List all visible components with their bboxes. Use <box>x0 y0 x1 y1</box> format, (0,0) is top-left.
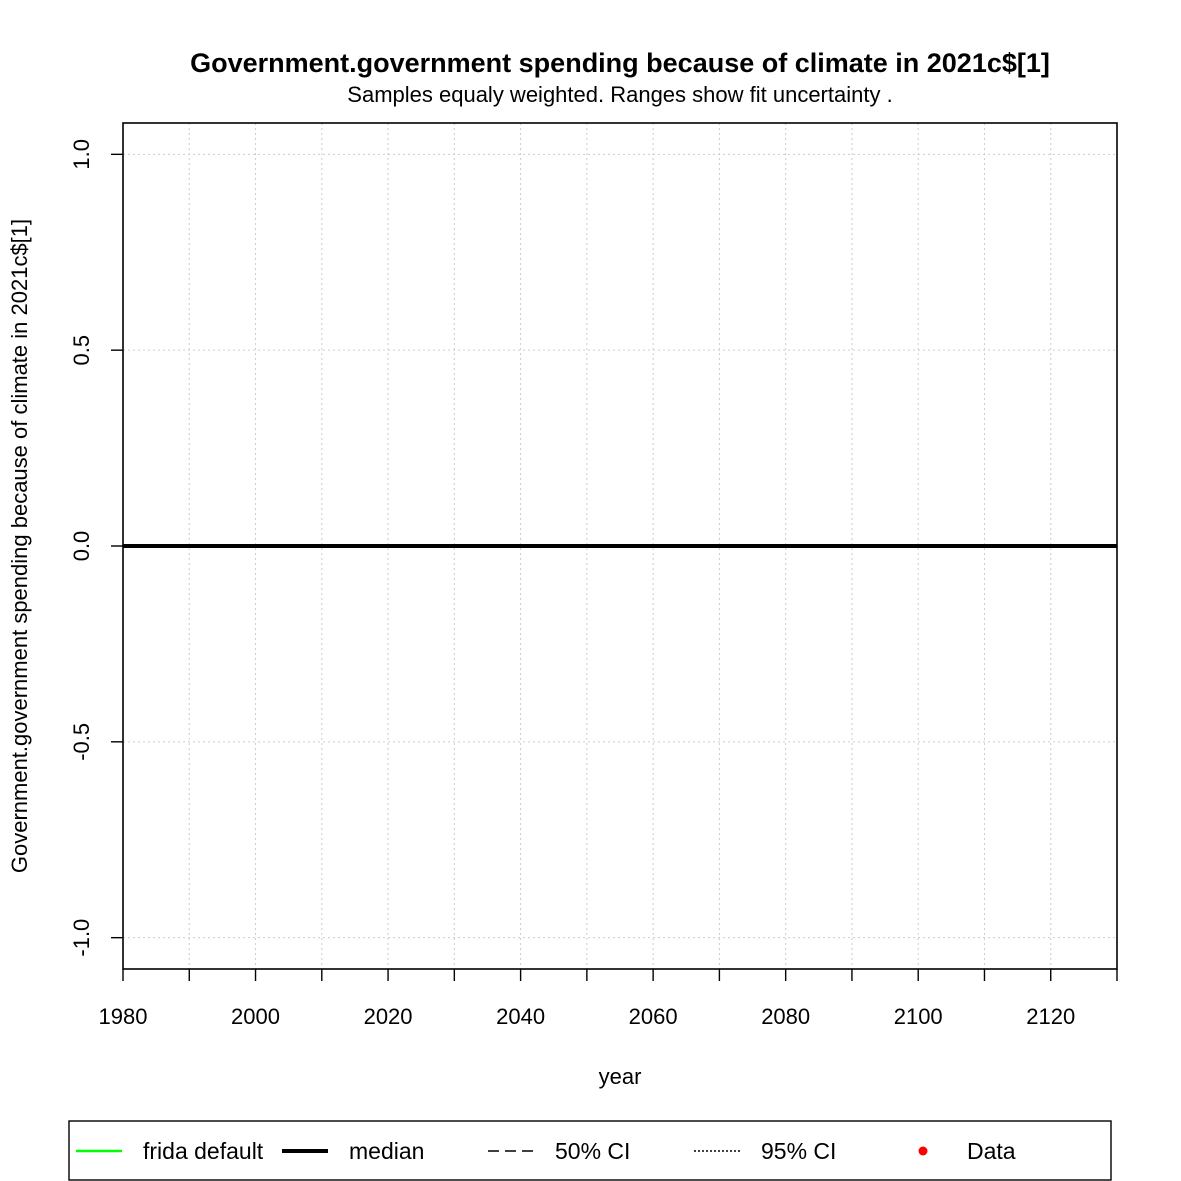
x-tick-label: 1980 <box>99 1004 148 1029</box>
legend-box <box>68 1120 1112 1181</box>
legend-label-50-ci: 50% CI <box>555 1138 630 1164</box>
legend-label-frida-default: frida default <box>143 1138 264 1164</box>
y-tick-label: 0.0 <box>69 531 94 562</box>
x-axis: 1980 2000 2020 2040 2060 2080 2100 2120 <box>99 969 1118 1029</box>
chart-subtitle: Samples equaly weighted. Ranges show fit… <box>347 82 892 107</box>
legend-label-median: median <box>349 1138 424 1164</box>
legend-swatch-data <box>918 1146 928 1156</box>
y-axis: -1.0 -0.5 0.0 0.5 1.0 <box>69 139 123 957</box>
legend-label-data: Data <box>967 1138 1016 1164</box>
x-axis-label: year <box>599 1064 642 1089</box>
y-tick-label: 1.0 <box>69 139 94 170</box>
x-tick-label: 2040 <box>496 1004 545 1029</box>
y-tick-label: -1.0 <box>69 919 94 957</box>
x-tick-label: 2060 <box>629 1004 678 1029</box>
y-tick-label: -0.5 <box>69 723 94 761</box>
y-axis-label: Government.government spending because o… <box>7 219 32 873</box>
x-tick-label: 2000 <box>231 1004 280 1029</box>
y-tick-label: 0.5 <box>69 335 94 366</box>
legend: frida default median 50% CI 95% CI Data <box>68 1120 1112 1181</box>
x-tick-label: 2020 <box>364 1004 413 1029</box>
x-tick-label: 2080 <box>761 1004 810 1029</box>
x-tick-label: 2120 <box>1026 1004 1075 1029</box>
chart-title: Government.government spending because o… <box>190 48 1050 78</box>
legend-label-95-ci: 95% CI <box>761 1138 836 1164</box>
x-tick-label: 2100 <box>894 1004 943 1029</box>
